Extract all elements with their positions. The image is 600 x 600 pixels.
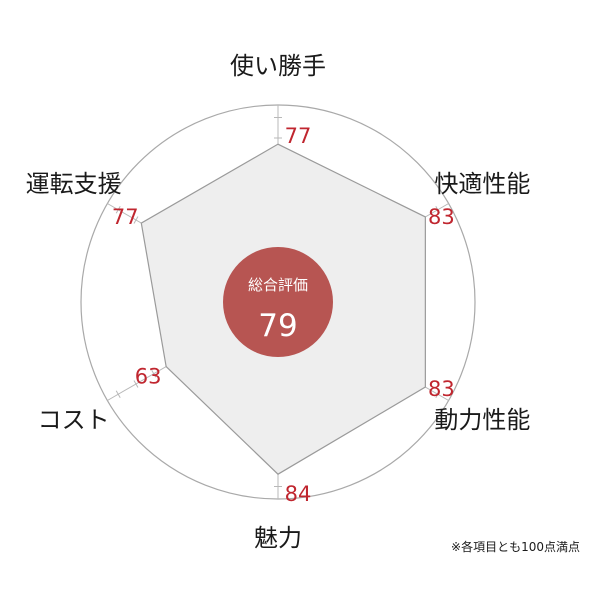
category-label: 動力性能 — [434, 406, 530, 434]
category-label: 運転支援 — [26, 170, 122, 198]
value-label: 83 — [428, 205, 455, 229]
axis-tick — [133, 380, 139, 388]
value-label: 84 — [285, 482, 312, 506]
footnote: ※各項目とも100点満点 — [451, 540, 580, 554]
category-label: 快適性能 — [434, 170, 530, 198]
axis-tick — [115, 390, 121, 398]
axis-tick — [115, 206, 121, 214]
value-labels: 77 83 83 84 63 77 — [112, 124, 455, 506]
category-label: 魅力 — [254, 524, 302, 552]
category-label: コスト — [38, 406, 110, 434]
overall-score-circle — [223, 247, 333, 357]
value-label: 63 — [135, 365, 162, 389]
value-label: 77 — [285, 124, 312, 148]
value-label: 77 — [112, 205, 139, 229]
category-label: 使い勝手 — [230, 52, 326, 80]
overall-score: 79 — [258, 308, 297, 344]
axis-tick — [435, 206, 441, 214]
axis-tick — [435, 390, 441, 398]
axis-tick — [151, 370, 157, 378]
overall-title: 総合評価 — [248, 276, 308, 294]
value-label: 83 — [428, 377, 455, 401]
axis-tick — [133, 216, 139, 224]
